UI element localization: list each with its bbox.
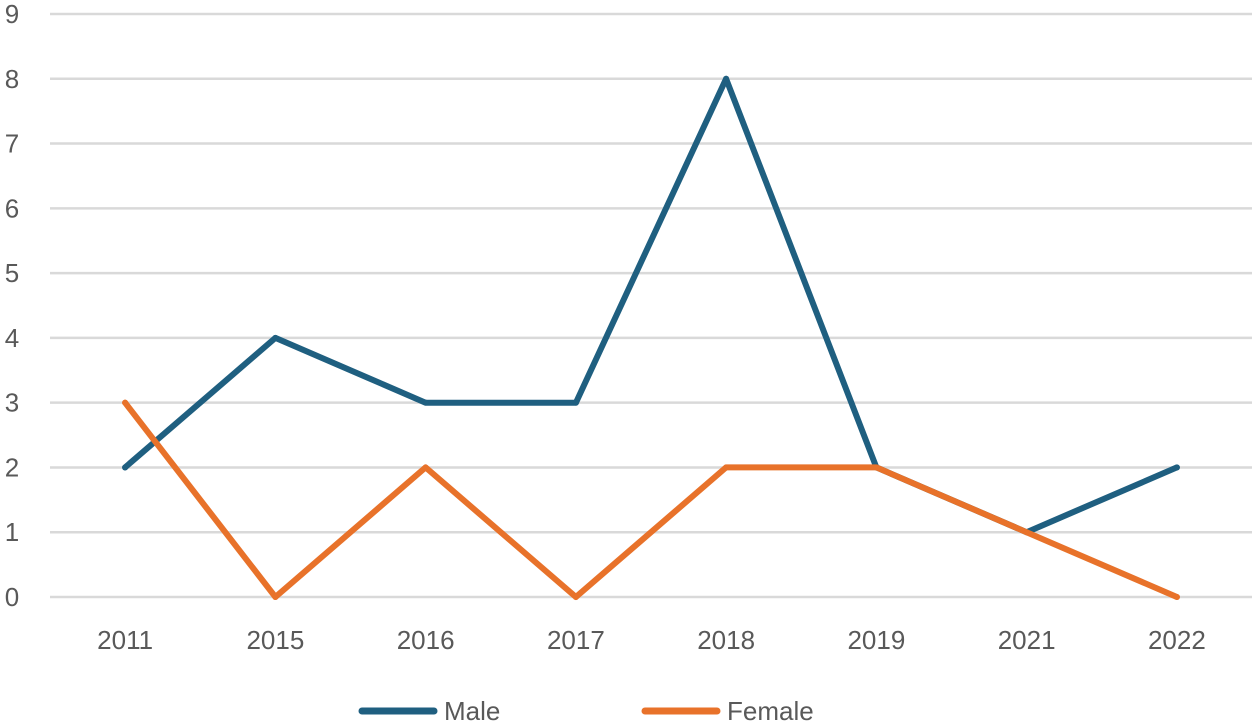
- series-line-female: [122, 399, 1180, 600]
- data-point-female-2017: [572, 594, 579, 600]
- y-axis-tick-labels: 0 1 2 3 4 5 6 7 8 9: [5, 0, 19, 612]
- series-line-male: [122, 75, 1180, 536]
- data-point-female-2011: [122, 399, 129, 406]
- x-axis-tick-labels: 2011 2015 2016 2017 2018 2019 2021 2022: [97, 625, 1206, 655]
- x-tick-label: 2019: [847, 625, 905, 655]
- data-point-female-2021: [1023, 529, 1030, 536]
- series-female: [122, 399, 1180, 600]
- data-point-female-2016: [422, 464, 429, 471]
- x-tick-label: 2022: [1148, 625, 1206, 655]
- legend-label-female: Female: [727, 696, 814, 726]
- data-point-female-2015: [272, 594, 279, 600]
- x-tick-label: 2016: [397, 625, 455, 655]
- y-tick-label: 6: [5, 193, 19, 223]
- x-tick-label: 2017: [547, 625, 605, 655]
- y-tick-label: 2: [5, 452, 19, 482]
- data-point-male-2022: [1173, 464, 1180, 471]
- y-tick-label: 8: [5, 64, 19, 94]
- y-tick-label: 3: [5, 388, 19, 418]
- x-tick-label: 2015: [246, 625, 304, 655]
- y-tick-label: 7: [5, 129, 19, 159]
- y-tick-label: 4: [5, 323, 19, 353]
- legend-item-male: Male: [358, 696, 500, 726]
- y-tick-label: 0: [5, 582, 19, 612]
- gridlines: [50, 12, 1252, 599]
- data-point-male-2018: [723, 75, 730, 82]
- x-tick-label: 2011: [97, 625, 153, 655]
- legend-label-male: Male: [444, 696, 500, 726]
- data-point-female-2018: [723, 464, 730, 471]
- series-lines: [122, 75, 1180, 600]
- legend-item-female: Female: [641, 696, 814, 726]
- y-tick-label: 1: [5, 517, 19, 547]
- data-point-male-2011: [122, 464, 129, 471]
- data-point-male-2017: [572, 399, 579, 406]
- x-tick-label: 2021: [998, 625, 1056, 655]
- data-point-female-2022: [1173, 594, 1180, 600]
- x-tick-label: 2018: [697, 625, 755, 655]
- legend: Male Female: [358, 696, 814, 726]
- data-point-male-2016: [422, 399, 429, 406]
- data-point-female-2019: [873, 464, 880, 471]
- y-tick-label: 9: [5, 0, 19, 29]
- data-point-male-2015: [272, 334, 279, 341]
- y-tick-label: 5: [5, 258, 19, 288]
